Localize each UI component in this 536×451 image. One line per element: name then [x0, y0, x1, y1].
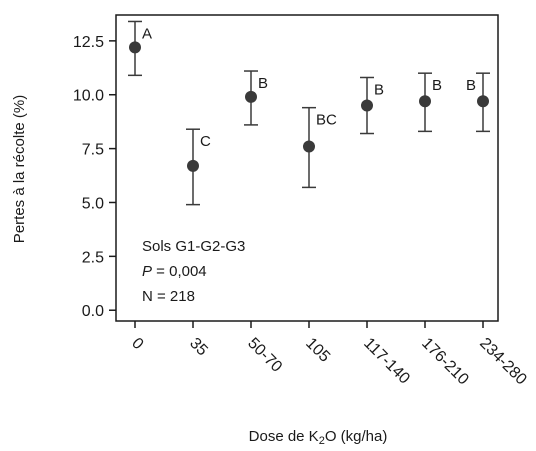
x-tick-label-2: 50-70	[244, 335, 285, 376]
annotation-p-value: P = 0,004	[142, 263, 207, 280]
x-axis-title-pre: Dose de K	[249, 428, 319, 445]
annotation-n: N = 218	[142, 288, 195, 305]
x-tick-label-4: 117-140	[360, 335, 413, 388]
group-label-2: B	[258, 75, 268, 92]
annotation-p-symbol: P	[142, 263, 152, 280]
group-label-3: BC	[316, 112, 337, 129]
data-point-0	[129, 41, 141, 54]
annotation-p-rest: = 0,004	[152, 263, 207, 280]
y-tick-label-4: 10.0	[73, 88, 104, 105]
group-label-1: C	[200, 133, 211, 150]
x-tick-label-1: 35	[186, 335, 211, 360]
y-tick-label-2: 5.0	[82, 195, 104, 212]
x-axis-title: Dose de K2O (kg/ha)	[249, 428, 388, 447]
y-tick-label-5: 12.5	[73, 34, 104, 51]
annotation-box: Sols G1-G2-G3 P = 0,004 N = 218	[142, 238, 245, 305]
data-point-2	[245, 90, 257, 103]
x-tick-label-3: 105	[302, 335, 333, 366]
y-axis-title: Pertes à la récolte (%)	[11, 95, 28, 243]
group-label-5: B	[432, 77, 442, 94]
group-label-4: B	[374, 81, 384, 98]
x-tick-label-5: 176-210	[418, 335, 472, 389]
x-tick-label-0: 0	[128, 335, 146, 353]
data-point-3	[303, 140, 315, 153]
y-tick-label-0: 0.0	[82, 303, 104, 320]
data-series: A C B BC B B B	[128, 20, 490, 206]
data-point-6	[477, 95, 489, 108]
data-point-4	[361, 99, 373, 112]
x-axis: 0 35 50-70 105 117-140 176-210 234-280	[128, 321, 530, 388]
data-point-5	[419, 95, 431, 108]
data-point-1	[187, 159, 199, 172]
plot-frame	[115, 14, 499, 322]
annotation-soils: Sols G1-G2-G3	[142, 238, 245, 255]
y-tick-label-3: 7.5	[82, 142, 104, 159]
y-axis: 0.0 2.5 5.0 7.5 10.0 12.5	[73, 34, 116, 320]
group-label-0: A	[142, 25, 152, 42]
x-axis-title-sub: 2	[319, 435, 325, 447]
x-axis-title-post: O (kg/ha)	[325, 428, 388, 445]
group-label-6: B	[466, 77, 476, 94]
x-tick-label-6: 234-280	[476, 335, 530, 389]
y-tick-label-1: 2.5	[82, 249, 104, 266]
